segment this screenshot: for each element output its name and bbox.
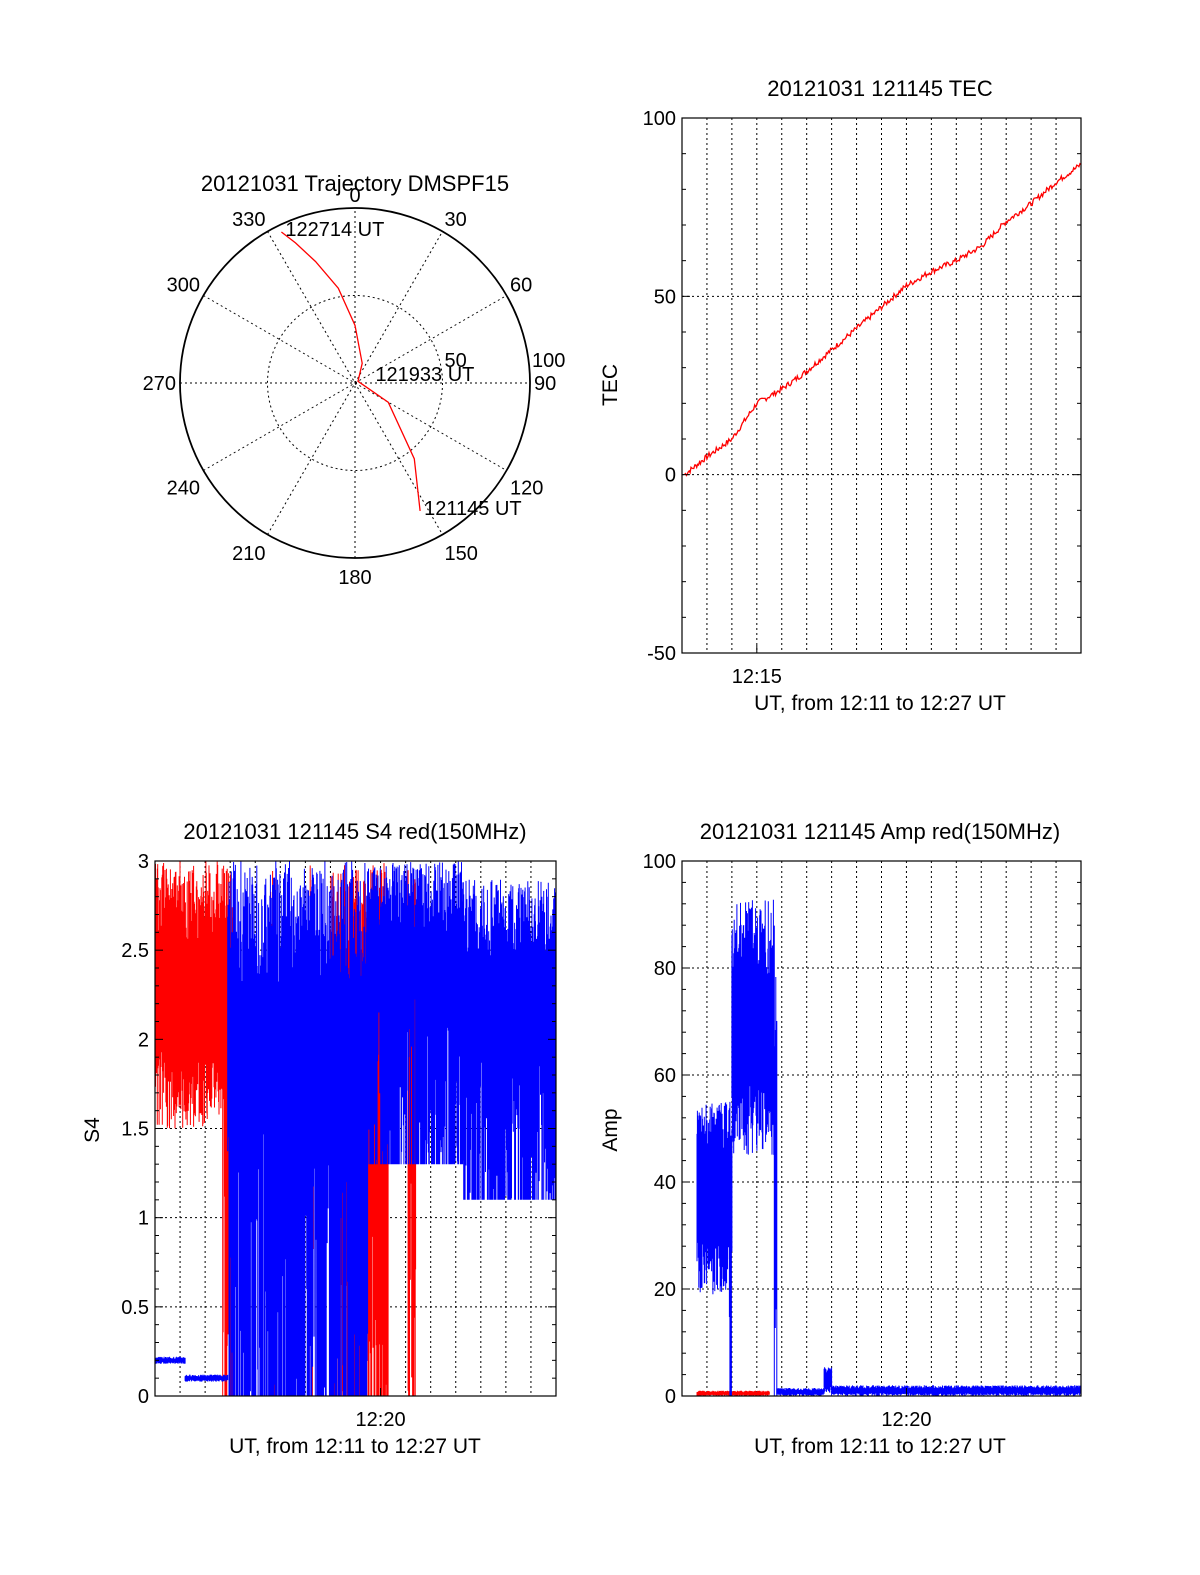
y-tick-label: 100 <box>643 851 676 873</box>
y-tick-label: 1.5 <box>121 1119 149 1141</box>
y-tick-label: 0.5 <box>121 1297 149 1319</box>
y-tick-label: 40 <box>654 1172 676 1194</box>
amp-ylabel: Amp <box>599 1108 622 1151</box>
series-1-segment-5 <box>823 1367 833 1393</box>
azimuth-label: 120 <box>510 478 543 500</box>
y-tick-label: 80 <box>654 958 676 980</box>
x-tick-label: 12:20 <box>356 1409 406 1431</box>
azimuth-label: 270 <box>143 373 176 395</box>
series-1-segment-4 <box>776 1388 825 1396</box>
azimuth-label: 150 <box>445 543 478 565</box>
x-tick-label: 12:15 <box>732 666 782 688</box>
amp-title: 20121031 121145 Amp red(150MHz) <box>700 819 1060 844</box>
azimuth-label: 180 <box>338 567 371 589</box>
tec-xlabel: UT, from 12:11 to 12:27 UT <box>754 692 1006 715</box>
series-0-segment-0 <box>154 861 224 1129</box>
series-1-segment-6 <box>831 1385 1082 1396</box>
y-tick-label: -50 <box>647 643 676 665</box>
amp-plot-frame <box>681 860 1082 1397</box>
radial-label: 100 <box>532 350 565 372</box>
series-1-segment-0 <box>696 1102 730 1295</box>
s4-chart: 20121031 121145 S4 red(150MHz) 0 0.5 1 1.5 2… <box>81 819 557 1458</box>
y-tick-label: 100 <box>643 108 676 130</box>
tec-series-line <box>683 162 1082 477</box>
azimuth-label: 60 <box>510 275 532 297</box>
y-tick-label: 1 <box>138 1208 149 1230</box>
series-1-segment-1 <box>184 1374 229 1382</box>
radial-label: 50 <box>445 350 467 372</box>
y-tick-label: 2 <box>138 1029 149 1051</box>
series-1-segment-0 <box>154 1356 186 1364</box>
y-tick-label: 0 <box>665 465 676 487</box>
y-tick-label: 50 <box>654 286 676 308</box>
y-tick-label: 0 <box>138 1386 149 1408</box>
x-tick-label: 12:20 <box>881 1409 931 1431</box>
series-1-segment-2 <box>731 899 775 1155</box>
series-1-segment-3 <box>367 861 464 1165</box>
tec-chart: 20121031 121145 TEC -50 0 50 100 12:15 UT, f… <box>599 76 1082 715</box>
azimuth-label: 90 <box>534 373 556 395</box>
trajectory-annotation: 121933 UT <box>375 364 474 386</box>
trajectory-line <box>281 231 421 511</box>
s4-ylabel: S4 <box>81 1117 104 1143</box>
tec-title: 20121031 121145 TEC <box>767 76 993 101</box>
amp-xlabel: UT, from 12:11 to 12:27 UT <box>754 1435 1006 1458</box>
trajectory-polar-chart: 20121031 Trajectory DMSPF15 0 30 60 90 120 15… <box>143 171 566 589</box>
azimuth-label: 0 <box>349 185 360 207</box>
trajectory-annotation: 122714 UT <box>285 219 384 241</box>
series-1-segment-3 <box>773 977 778 1396</box>
azimuth-label: 30 <box>445 209 467 231</box>
azimuth-label: 300 <box>167 275 200 297</box>
series-1-segment-4 <box>462 879 557 1200</box>
y-tick-label: 2.5 <box>121 940 149 962</box>
series-1-segment-2 <box>227 861 369 1396</box>
s4-title: 20121031 121145 S4 red(150MHz) <box>183 819 526 844</box>
tec-plot-frame <box>681 117 1082 654</box>
polar-inner-ring <box>267 295 443 471</box>
polar-title: 20121031 Trajectory DMSPF15 <box>201 171 509 196</box>
trajectory-annotation: 121145 UT <box>424 498 521 520</box>
azimuth-label: 330 <box>232 209 265 231</box>
s4-xlabel: UT, from 12:11 to 12:27 UT <box>229 1435 481 1458</box>
series-0-segment-0 <box>696 1390 770 1396</box>
series-1-segment-1 <box>728 1101 733 1396</box>
y-tick-label: 3 <box>138 851 149 873</box>
y-tick-label: 20 <box>654 1279 676 1301</box>
polar-spoke <box>267 231 443 535</box>
y-tick-label: 60 <box>654 1065 676 1087</box>
amp-chart: 20121031 121145 Amp red(150MHz) 0 20 40 60 8… <box>599 819 1082 1458</box>
tec-ylabel: TEC <box>599 364 622 406</box>
azimuth-label: 210 <box>232 543 265 565</box>
y-tick-label: 0 <box>665 1386 676 1408</box>
azimuth-label: 240 <box>167 478 200 500</box>
